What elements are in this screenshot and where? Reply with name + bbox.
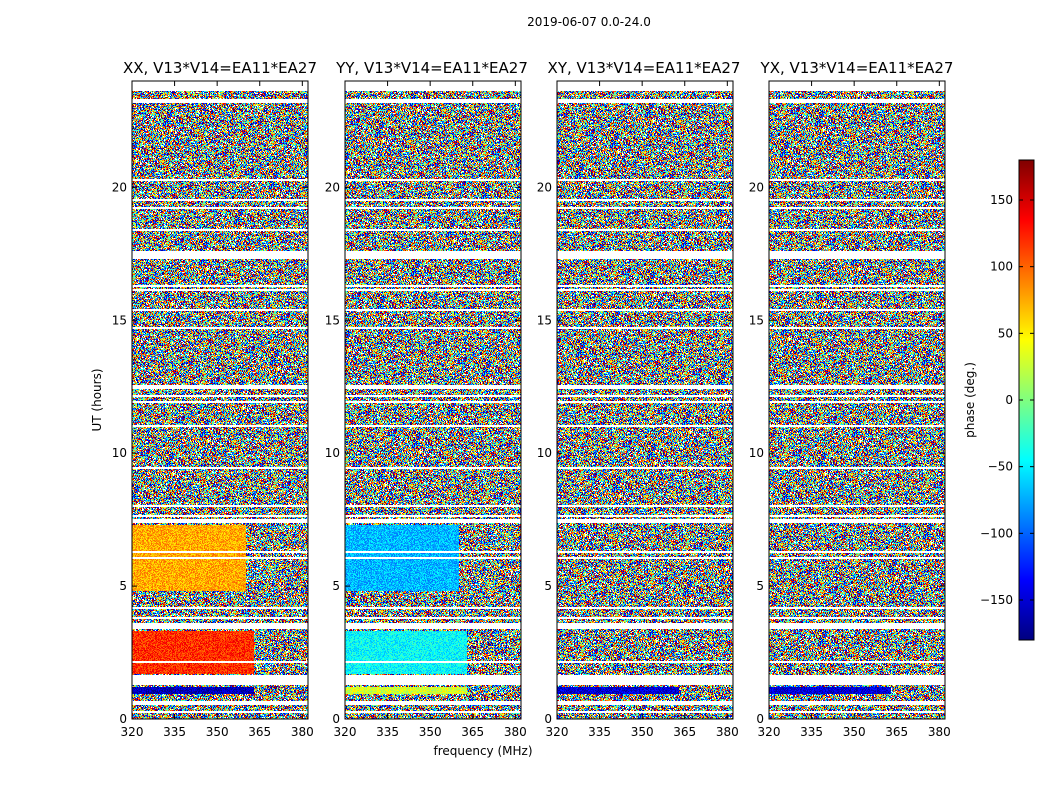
x-tick-label-yx-1: 335 [800,725,823,739]
x-tick-label-yy-0: 320 [334,725,357,739]
panel-frame-yx [768,80,946,720]
x-tick-label-yx-2: 350 [843,725,866,739]
colorbar-tick-label-5: −100 [980,526,1013,540]
y-tick-label-xx-0: 0 [119,712,127,726]
panel-title-yx: YX, V13*V14=EA11*EA27 [760,59,954,77]
x-tick-label-xy-0: 320 [546,725,569,739]
x-tick-label-xx-2: 350 [206,725,229,739]
y-tick-label-yy-2: 10 [325,446,340,460]
x-tick-label-yx-0: 320 [758,725,781,739]
x-tick-label-xy-4: 380 [716,725,739,739]
x-tick-label-yy-4: 380 [504,725,527,739]
colorbar-tick-label-3: 0 [1005,393,1013,407]
panel-title-xy: XY, V13*V14=EA11*EA27 [548,59,741,77]
x-tick-label-xy-1: 335 [588,725,611,739]
panel-image-xy [557,81,733,719]
y-tick-label-xy-1: 5 [544,579,552,593]
panel-image-yy [345,81,521,719]
y-tick-label-yy-4: 20 [325,180,340,194]
x-tick-label-yx-3: 365 [885,725,908,739]
tick-layer: 320 335 350 365 380 0 5 10 15 20 320 335 350 365 380 0 5… [112,80,1035,739]
y-tick-label-xy-4: 20 [537,180,552,194]
panel-image-yx [769,81,945,719]
y-tick-label-xx-3: 15 [112,313,127,327]
colorbar-tick-label-1: 100 [990,260,1013,274]
y-tick-label-xy-0: 0 [544,712,552,726]
y-tick-label-xy-3: 15 [537,313,552,327]
x-tick-label-xx-3: 365 [248,725,271,739]
y-tick-label-xx-4: 20 [112,180,127,194]
y-tick-label-xy-2: 10 [537,446,552,460]
x-tick-label-yy-1: 335 [376,725,399,739]
panel-frame-xy [556,80,734,720]
colorbar-label: phase (deg.) [963,362,977,438]
y-tick-label-yy-0: 0 [332,712,340,726]
x-tick-label-xy-2: 350 [631,725,654,739]
colorbar-tick-label-0: 150 [990,193,1013,207]
y-tick-label-xx-2: 10 [112,446,127,460]
y-tick-label-yx-0: 0 [756,712,764,726]
y-tick-label-yx-4: 20 [749,180,764,194]
panel-frame-xx [131,80,309,720]
colorbar-tick-label-4: −50 [988,460,1013,474]
x-axis-label: frequency (MHz) [433,744,532,758]
suptitle: 2019-06-07 0.0-24.0 [527,15,651,29]
x-tick-label-yy-3: 365 [461,725,484,739]
x-tick-label-xx-0: 320 [121,725,144,739]
x-tick-label-xy-3: 365 [673,725,696,739]
panel-image-xx [132,81,308,719]
y-tick-label-yy-1: 5 [332,579,340,593]
x-tick-label-xx-4: 380 [291,725,314,739]
panel-frame-yy [344,80,522,720]
y-tick-label-yx-3: 15 [749,313,764,327]
colorbar-tick-label-2: 50 [998,326,1013,340]
y-tick-label-yy-3: 15 [325,313,340,327]
panel-title-xx: XX, V13*V14=EA11*EA27 [123,59,317,77]
x-tick-label-yx-4: 380 [928,725,951,739]
x-tick-label-yy-2: 350 [419,725,442,739]
colorbar-tick-label-6: −150 [980,593,1013,607]
y-tick-label-yx-1: 5 [756,579,764,593]
panel-title-yy: YY, V13*V14=EA11*EA27 [335,59,528,77]
colorbar-image [1019,160,1034,640]
x-tick-label-xx-1: 335 [163,725,186,739]
y-tick-label-yx-2: 10 [749,446,764,460]
y-axis-label: UT (hours) [90,368,104,431]
y-tick-label-xx-1: 5 [119,579,127,593]
